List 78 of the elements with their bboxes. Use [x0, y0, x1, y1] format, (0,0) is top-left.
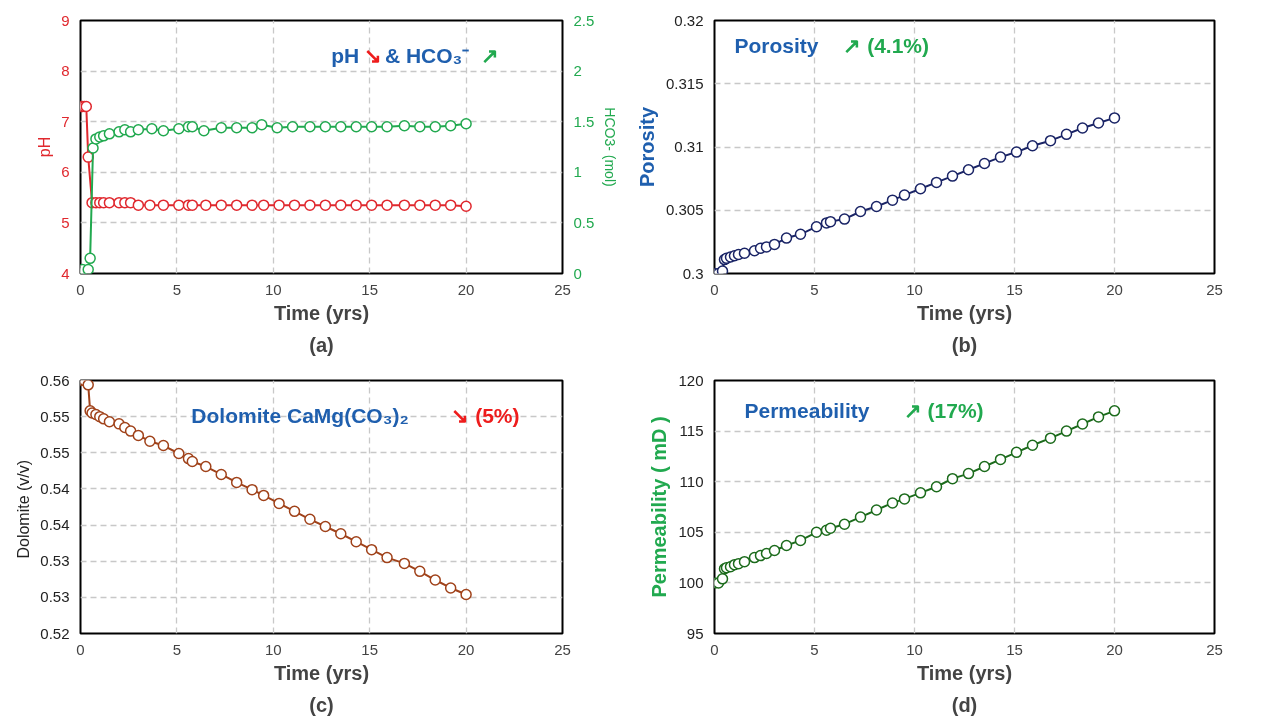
y-axis-title: Porosity	[635, 106, 658, 188]
y-tick-label: 0.55	[40, 443, 70, 461]
y-tick-label: 0.55	[40, 407, 70, 425]
annotation: pH	[331, 44, 360, 68]
y-tick-label: 0.54	[40, 479, 70, 497]
y-tick-label: 0.3	[682, 264, 704, 282]
y-tick-label: 0.56	[40, 371, 70, 389]
x-axis-title: Time (yrs)	[273, 301, 370, 324]
y-axis-title: Dolomite (v/v)	[15, 459, 33, 559]
y-tick-label: 95	[686, 624, 704, 642]
y-axis-title: pH	[36, 136, 54, 158]
x-tick-label: 15	[1006, 640, 1023, 658]
x-axis-title: Time (yrs)	[916, 661, 1013, 684]
annotation: ↘	[364, 44, 383, 68]
x-tick-label: 10	[906, 280, 923, 298]
y2-tick-label: 1	[573, 163, 582, 181]
x-tick-label: 0	[76, 640, 85, 658]
x-tick-label: 15	[1006, 280, 1023, 298]
x-tick-label: 0	[710, 280, 719, 298]
text: (d)	[951, 693, 978, 716]
y-tick-label: 8	[61, 62, 70, 80]
text: (b)	[951, 333, 978, 356]
y-tick-label: 0.315	[665, 74, 704, 92]
y-tick-label: 120	[678, 371, 704, 389]
x-tick-label: 20	[457, 640, 475, 658]
x-tick-label: 0	[710, 640, 719, 658]
y-tick-label: 6	[61, 163, 70, 181]
annotation: ↗	[481, 44, 500, 68]
x-tick-label: 5	[172, 640, 182, 658]
y-tick-label: 100	[678, 573, 704, 591]
y2-tick-label: 2	[573, 62, 582, 80]
annotation: ↗ (4.1%)	[843, 34, 929, 58]
y-tick-label: 115	[679, 422, 704, 440]
x-tick-label: 20	[1106, 280, 1123, 298]
x-tick-label: 10	[264, 280, 282, 298]
x-tick-label: 5	[810, 640, 819, 658]
annotation: ↘ (5%)	[451, 404, 520, 428]
x-tick-label: 20	[1106, 640, 1123, 658]
y2-tick-label: 2.5	[573, 11, 595, 29]
annotation: & HCO₃⁻	[384, 44, 470, 68]
x-tick-label: 15	[361, 640, 379, 658]
y-tick-label: 0.31	[674, 138, 704, 155]
annotation: Porosity	[734, 34, 819, 58]
y-tick-label: 9	[61, 11, 70, 29]
text: (c)	[309, 693, 334, 716]
x-tick-label: 25	[1206, 640, 1223, 658]
x-axis-title: Time (yrs)	[916, 301, 1013, 324]
x-tick-label: 0	[76, 280, 85, 298]
y-tick-label: 7	[61, 112, 70, 130]
x-tick-label: 15	[361, 280, 379, 298]
y-tick-label: 4	[61, 264, 70, 282]
x-tick-label: 20	[457, 280, 475, 298]
y-tick-label: 0.52	[40, 624, 70, 642]
y-tick-label: 5	[61, 213, 70, 231]
x-tick-label: 25	[554, 280, 571, 298]
y-tick-label: 0.53	[40, 588, 70, 606]
annotation: Permeability	[744, 399, 870, 423]
y2-tick-label: 0	[573, 264, 582, 282]
y-tick-label: 0.305	[665, 201, 704, 219]
y-tick-label: 105	[678, 523, 704, 541]
y-tick-label: 110	[679, 472, 704, 490]
annotation: Dolomite CaMg(CO₃)₂	[191, 404, 409, 428]
y-axis-title: Permeability ( mD )	[648, 416, 671, 598]
annotation: ↗ (17%)	[903, 399, 984, 423]
x-axis-title: Time (yrs)	[273, 661, 370, 684]
x-tick-label: 10	[906, 640, 923, 658]
x-tick-label: 10	[264, 640, 282, 658]
x-tick-label: 25	[554, 640, 571, 658]
y2-tick-label: 1.5	[573, 112, 595, 130]
x-tick-label: 5	[172, 280, 182, 298]
y2-axis-title: HCO3- (mol)	[602, 107, 619, 187]
text: (a)	[309, 333, 334, 356]
y-tick-label: 0.54	[40, 516, 70, 534]
x-tick-label: 5	[810, 280, 819, 298]
y-tick-label: 0.32	[674, 11, 704, 29]
y-tick-label: 0.53	[40, 552, 70, 570]
x-tick-label: 25	[1206, 280, 1223, 298]
y2-tick-label: 0.5	[573, 213, 595, 231]
